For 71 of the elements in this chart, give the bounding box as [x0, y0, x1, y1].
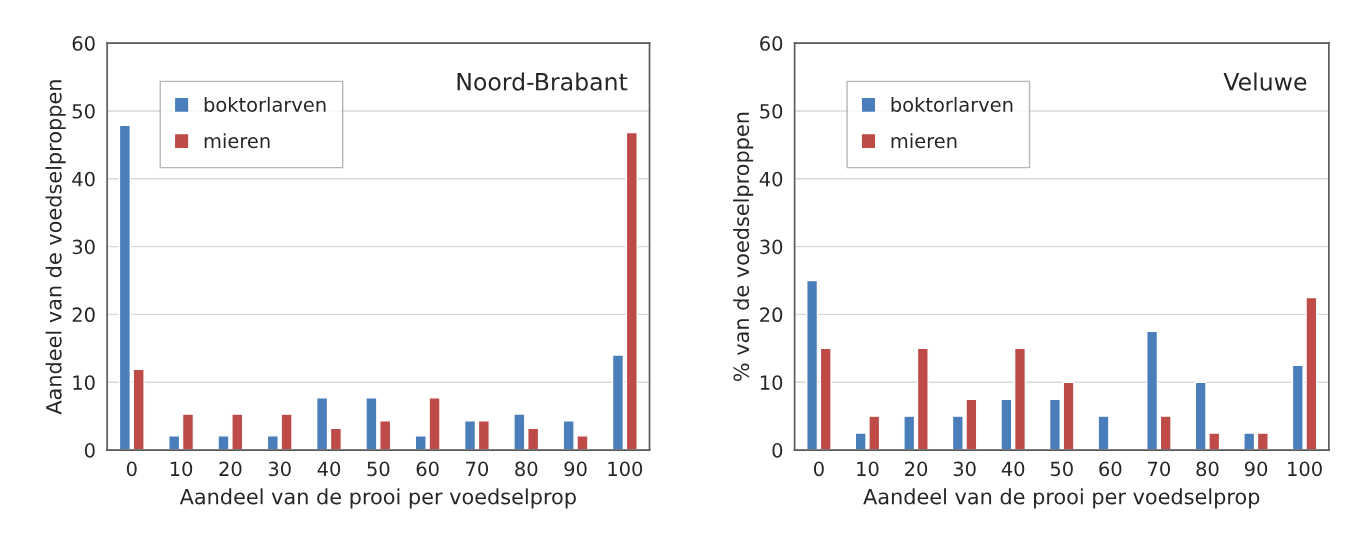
- x-tick-label: 60: [1099, 461, 1122, 477]
- bar: [1048, 398, 1061, 451]
- x-tick-label: 0: [814, 461, 824, 477]
- y-tick-label: 20: [72, 307, 95, 323]
- legend-label: boktorlarven: [204, 96, 326, 112]
- bar: [1013, 347, 1027, 451]
- bar: [513, 413, 526, 451]
- y-tick-label: 50: [72, 103, 95, 119]
- y-tick-label: 10: [760, 375, 783, 390]
- y-tick-label: 20: [760, 307, 783, 323]
- x-tick-label: 30: [268, 461, 291, 477]
- bar: [168, 435, 181, 451]
- x-tick-label: 40: [1001, 461, 1025, 477]
- x-tick-label: 50: [367, 461, 390, 477]
- legend-label: mieren: [891, 133, 957, 149]
- y-tick-label: 60: [72, 36, 95, 51]
- bar: [1256, 432, 1269, 451]
- x-tick-label: 50: [1050, 461, 1073, 477]
- legend-label: mieren: [204, 133, 270, 149]
- y-tick-label: 30: [72, 239, 95, 255]
- bar: [1243, 432, 1256, 451]
- x-tick-label: 80: [1196, 461, 1219, 477]
- x-tick-label: 10: [857, 461, 879, 477]
- bar: [819, 347, 832, 451]
- bar: [1062, 381, 1075, 451]
- bar: [1146, 330, 1159, 451]
- bar: [477, 420, 490, 451]
- bar: [903, 415, 916, 451]
- bar: [527, 427, 540, 451]
- x-tick-label: 90: [564, 461, 587, 477]
- x-tick-label: 70: [466, 461, 489, 477]
- y-tick-label: 30: [760, 239, 783, 255]
- text: Veluwe: [1223, 72, 1307, 91]
- bar: [329, 427, 343, 451]
- y-tick-label: 0: [772, 443, 783, 458]
- bar: [463, 420, 477, 451]
- bar: [916, 347, 929, 451]
- x-tick-label: 20: [219, 461, 242, 477]
- x-tick-label: 60: [416, 461, 439, 477]
- y-tick-label: 40: [759, 171, 783, 187]
- bar: [625, 131, 638, 451]
- bar: [611, 354, 625, 451]
- x-tick-label: 70: [1148, 461, 1170, 477]
- bar: [1159, 415, 1172, 451]
- bar: [1097, 415, 1110, 451]
- bar: [181, 413, 195, 451]
- bar: [118, 124, 131, 451]
- x-axis-title: Aandeel van de prooi per voedselprop: [863, 488, 1260, 509]
- y-axis-title: Aandeel van de voedselproppen: [45, 80, 66, 415]
- y-tick-label: 60: [760, 36, 783, 51]
- x-tick-label: 30: [953, 461, 976, 477]
- y-tick-label: 40: [72, 171, 95, 187]
- text: Noord-Brabant: [457, 72, 628, 91]
- x-tick-label: 80: [515, 461, 538, 477]
- bar: [806, 279, 819, 451]
- y-tick-label: 50: [760, 103, 783, 119]
- x-tick-label: 100: [608, 461, 643, 477]
- x-tick-label: 90: [1244, 461, 1268, 477]
- y-axis-title: % van de voedselproppen: [733, 112, 754, 382]
- y-tick-label: 10: [73, 375, 95, 390]
- bar: [1000, 398, 1013, 451]
- x-tick-label: 0: [126, 461, 137, 477]
- bar: [132, 368, 145, 451]
- y-tick-label: 0: [84, 443, 95, 458]
- x-tick-label: 100: [1288, 461, 1322, 477]
- x-axis-title: Aandeel van de prooi per voedselprop: [179, 488, 576, 509]
- bar: [315, 397, 329, 451]
- x-tick-label: 40: [317, 461, 341, 477]
- x-tick-label: 20: [905, 461, 928, 477]
- legend-label: boktorlarven: [891, 96, 1013, 112]
- x-tick-label: 10: [170, 461, 193, 477]
